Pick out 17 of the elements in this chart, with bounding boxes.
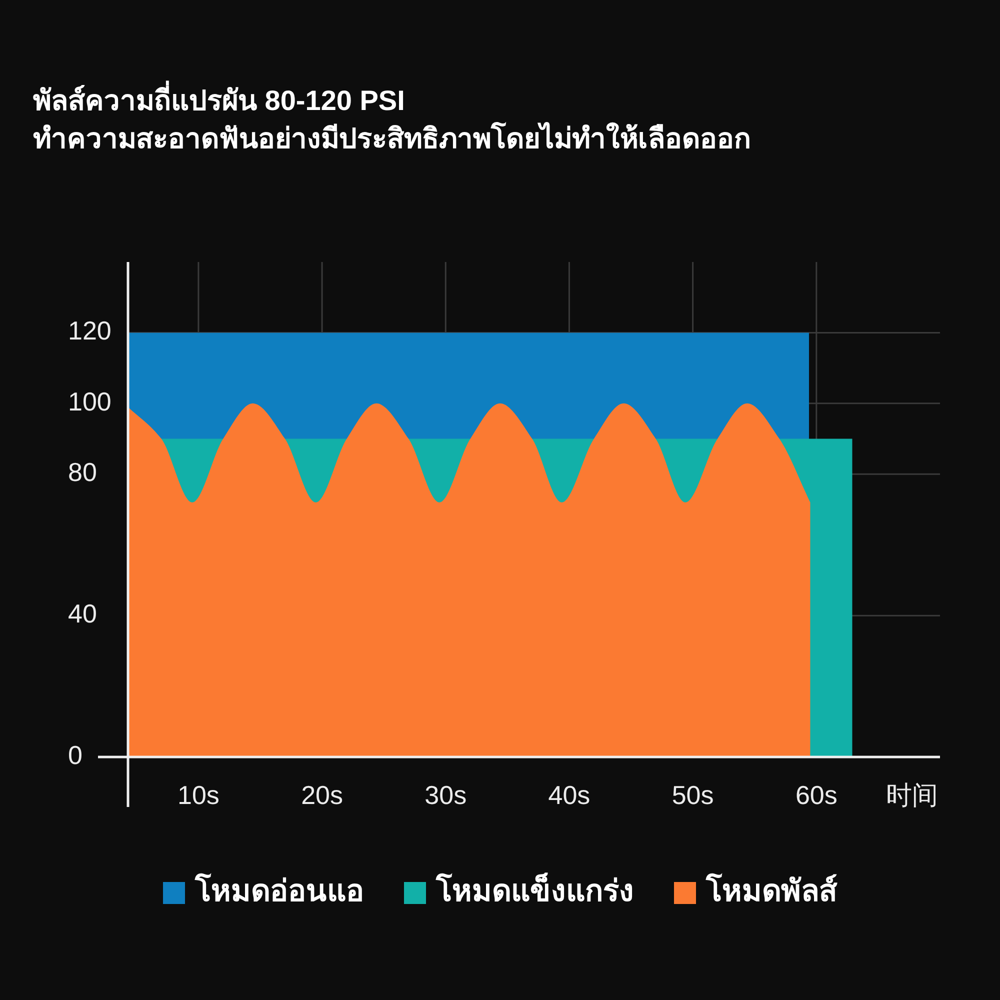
chart-subtitle: ทำความสะอาดฟันอย่างมีประสิทธิภาพโดยไม่ทำให้เลือดออก [33,121,751,154]
y-tick-label: 80 [68,457,97,488]
x-tick-label: 20s [301,780,343,810]
x-tick-label: 10s [177,780,220,810]
y-tick-label: 40 [68,598,97,628]
y-tick-label: 100 [68,386,112,416]
y-tick-label: 0 [68,740,82,770]
legend-label: โหมดอ่อนแอ [194,872,364,908]
x-axis-title: 时间 [886,780,938,810]
legend-label: โหมดแข็งแกร่ง [435,872,634,908]
x-tick-label: 40s [548,780,590,810]
x-tick-label: 60s [795,780,838,810]
legend-label: โหมดพัลส์ [705,872,838,908]
x-tick-label: 50s [672,780,714,810]
x-tick-label: 30s [424,780,467,810]
y-tick-label: 120 [68,316,112,346]
chart-title: พัลส์ความถี่แปรผัน 80-120 PSI [33,80,405,116]
